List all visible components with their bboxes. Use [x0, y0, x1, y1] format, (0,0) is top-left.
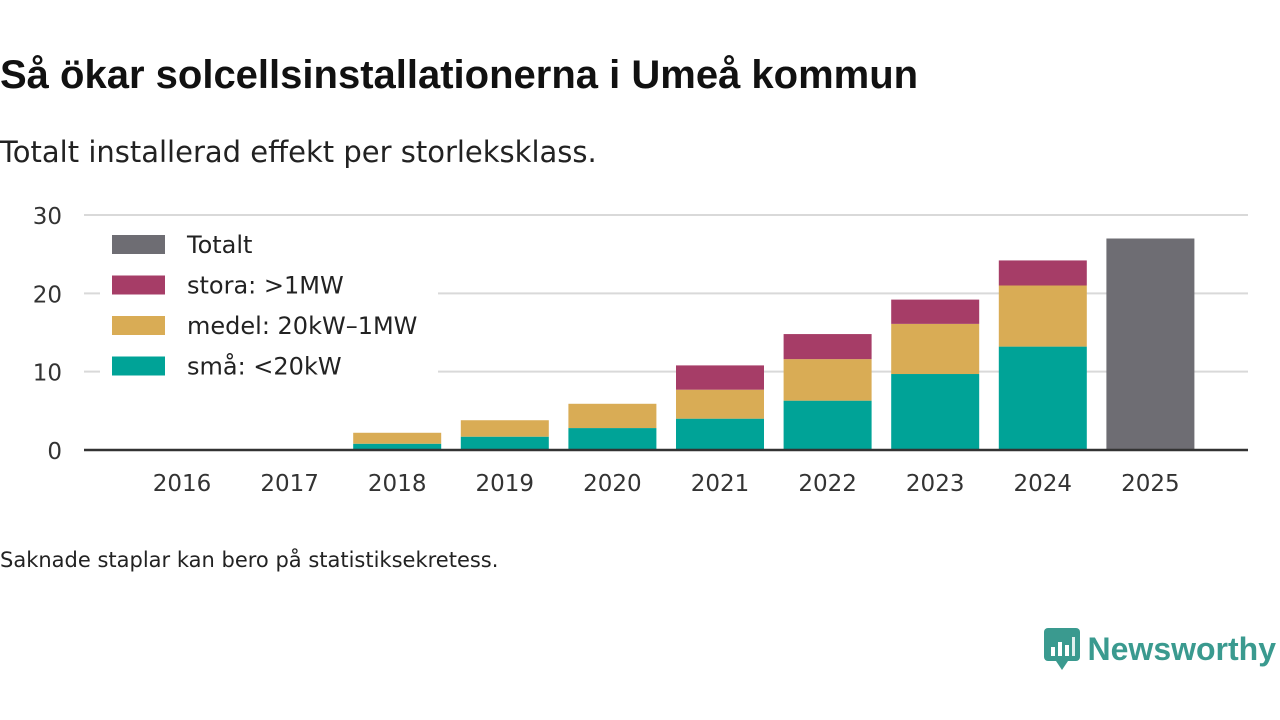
bar-segment-stora-2023 — [891, 299, 980, 324]
x-tick-label: 2019 — [476, 471, 535, 495]
legend: Totalt stora: >1MW medel: 20kW–1MW små: <20… — [100, 225, 438, 401]
bar-segment-sma-2019 — [460, 436, 549, 450]
bar-segment-stora-2024 — [998, 260, 1087, 286]
x-tick-label: 2025 — [1121, 471, 1180, 495]
x-tick-label: 2024 — [1014, 471, 1073, 495]
bar-segment-sma-2024 — [998, 346, 1087, 450]
bar-segment-medel-2021 — [676, 389, 764, 419]
brand-name[interactable]: Newsworthy — [1087, 630, 1276, 667]
x-tick-label: 2018 — [368, 471, 427, 495]
legend-swatch-sma — [112, 356, 165, 376]
legend-label-medel: medel: 20kW–1MW — [187, 312, 417, 340]
bar-segment-medel-2024 — [998, 285, 1087, 347]
y-tick-label: 20 — [33, 282, 62, 308]
x-tick-label: 2023 — [906, 471, 965, 495]
bar-segment-sma-2020 — [568, 428, 657, 450]
bar-segment-medel-2022 — [783, 359, 872, 401]
bars — [353, 238, 1195, 450]
y-axis-ticks: 0 10 20 30 — [33, 204, 62, 465]
legend-swatch-totalt — [112, 235, 165, 254]
bar-segment-sma-2022 — [783, 400, 872, 450]
chart-subtitle: Totalt installerad effekt per storlekskl… — [0, 135, 597, 169]
chart-title: Så ökar solcellsinstallationerna i Umeå … — [0, 53, 919, 97]
legend-label-totalt: Totalt — [186, 231, 252, 259]
x-tick-label: 2021 — [691, 471, 750, 495]
bar-chart-speech-bubble-icon — [1043, 628, 1080, 670]
stacked-bar-chart: 0 10 20 30 2016 2017 2018 2019 2020 2021 2022 2023… — [33, 204, 1248, 495]
brand-logo[interactable]: Newsworthy — [1043, 628, 1276, 670]
bar-segment-sma-2018 — [353, 443, 442, 450]
bar-segment-sma-2023 — [891, 374, 980, 450]
bar-segment-stora-2021 — [676, 365, 764, 390]
bar-segment-medel-2019 — [460, 420, 549, 437]
bar-segment-medel-2020 — [568, 403, 657, 429]
legend-label-stora: stora: >1MW — [187, 272, 344, 300]
x-tick-label: 2016 — [153, 471, 212, 495]
bar-segment-sma-2021 — [676, 418, 764, 450]
legend-label-sma: små: <20kW — [187, 352, 342, 381]
y-tick-label: 30 — [33, 204, 62, 230]
bar-segment-medel-2018 — [353, 432, 442, 444]
legend-swatch-medel — [112, 316, 165, 335]
x-tick-label: 2022 — [798, 471, 857, 495]
bar-segment-totalt-2025 — [1106, 238, 1195, 450]
legend-swatch-stora — [112, 275, 165, 295]
y-tick-label: 0 — [47, 439, 62, 465]
x-axis-ticks: 2016 2017 2018 2019 2020 2021 2022 2023 2024 2025 — [153, 471, 1180, 495]
y-tick-label: 10 — [33, 361, 62, 387]
x-tick-label: 2020 — [583, 471, 642, 495]
footnote: Saknade staplar kan bero på statistiksek… — [0, 548, 499, 572]
bar-segment-stora-2022 — [783, 334, 872, 360]
x-tick-label: 2017 — [260, 471, 319, 495]
bar-segment-medel-2023 — [891, 323, 980, 375]
